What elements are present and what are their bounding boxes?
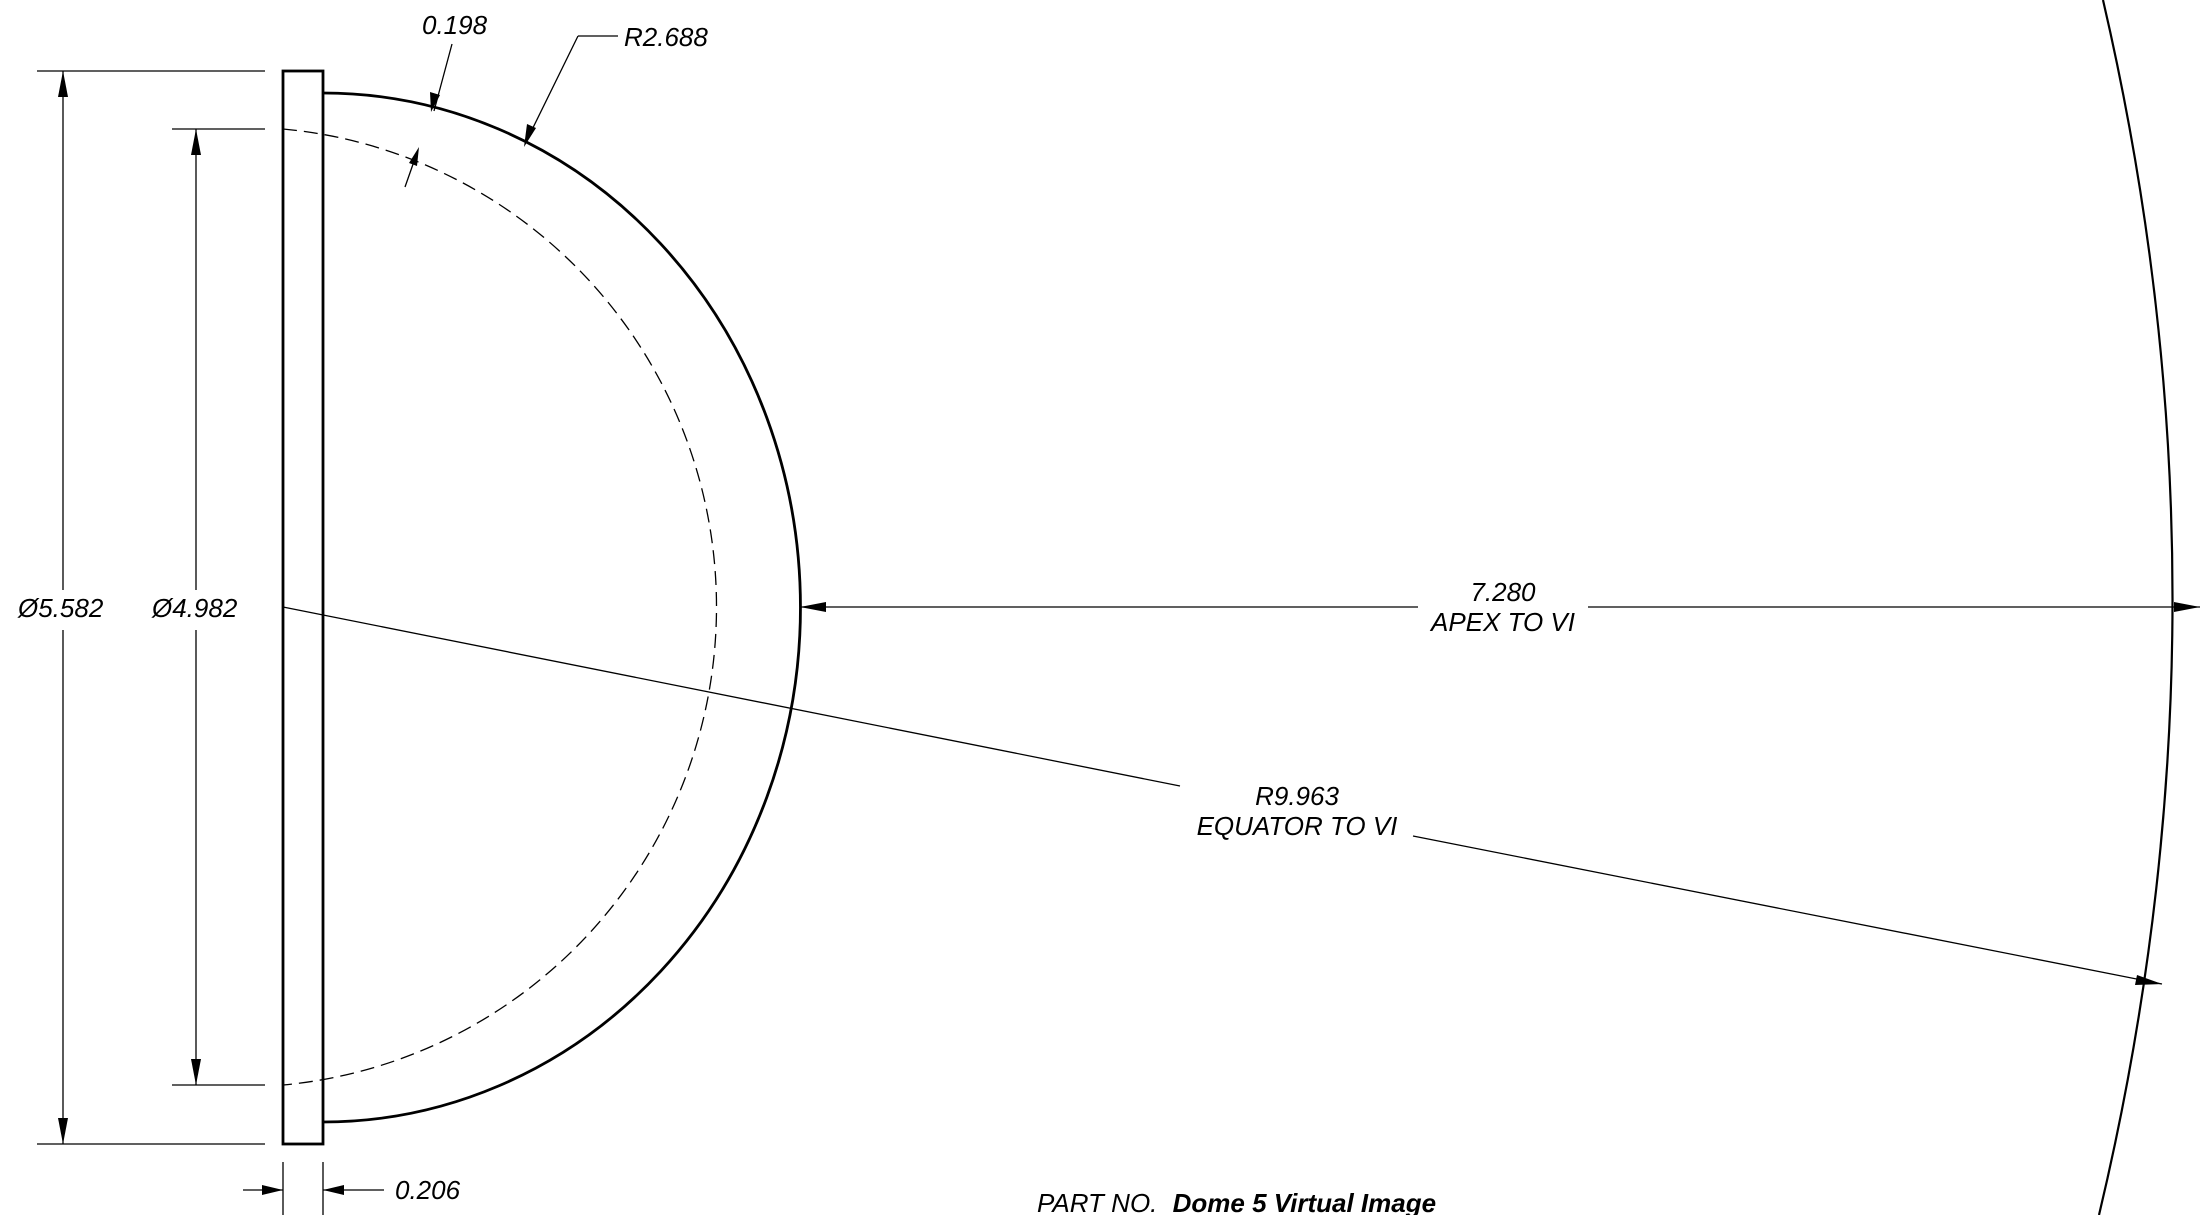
part-number-label: PART NO. (1037, 1188, 1157, 1215)
apex-to-vi-dimension: 7.280 APEX TO VI (800, 577, 2200, 637)
flange-thickness-label: 0.206 (395, 1175, 461, 1205)
outer-diameter-label: Ø5.582 (17, 593, 104, 623)
flange-thickness-dimension: 0.206 (243, 1162, 461, 1215)
wall-thickness-label: 0.198 (422, 10, 488, 40)
outer-radius-label: R2.688 (624, 22, 708, 52)
part-number: PART NO. Dome 5 Virtual Image (1037, 1188, 1436, 1215)
equator-radius-label: EQUATOR TO VI (1197, 811, 1398, 841)
part-number-value: Dome 5 Virtual Image (1173, 1188, 1436, 1215)
dome-outer-arc (322, 91, 802, 1124)
apex-distance-label: APEX TO VI (1429, 607, 1575, 637)
inner-diameter-dimension: Ø4.982 (151, 128, 265, 1086)
svg-text:PART NO. Dome 5 Virtual: PART NO. Dome 5 Virtual Image (1037, 1188, 1436, 1215)
dome-inner-arc-hidden (282, 128, 718, 1086)
equator-radius-value: R9.963 (1255, 781, 1339, 811)
inner-diameter-label: Ø4.982 (151, 593, 238, 623)
outer-diameter-dimension: Ø5.582 (17, 70, 265, 1145)
outer-radius-callout: R2.688 (524, 22, 708, 147)
equator-to-vi-dimension: R9.963 EQUATOR TO VI (282, 606, 2163, 985)
flange-plate (281, 69, 325, 1146)
wall-thickness-callout: 0.198 (404, 10, 488, 188)
apex-distance-value: 7.280 (1470, 577, 1536, 607)
